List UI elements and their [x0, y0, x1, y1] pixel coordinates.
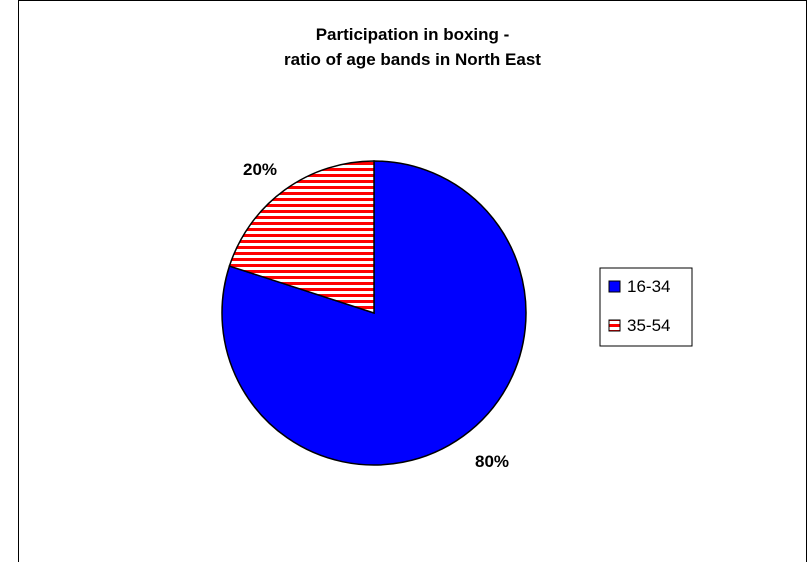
legend-label-35-54: 35-54 — [627, 316, 670, 335]
pie-slices — [221, 160, 527, 466]
data-label-16-34: 80% — [475, 452, 509, 471]
legend-swatch-35-54 — [608, 319, 621, 332]
pie-data-labels: 80% 20% — [243, 160, 509, 471]
chart-title-line-1: Participation in boxing - — [315, 25, 510, 44]
legend: 16-34 35-54 — [599, 267, 693, 347]
chart-title: Participation in boxing - ratio of age b… — [18, 22, 807, 72]
data-label-35-54: 20% — [243, 160, 277, 179]
legend-swatch-16-34 — [608, 280, 621, 293]
legend-label-16-34: 16-34 — [627, 277, 670, 296]
pie-slice-35-54 — [228, 160, 375, 315]
chart-title-line-2: ratio of age bands in North East — [284, 50, 541, 69]
